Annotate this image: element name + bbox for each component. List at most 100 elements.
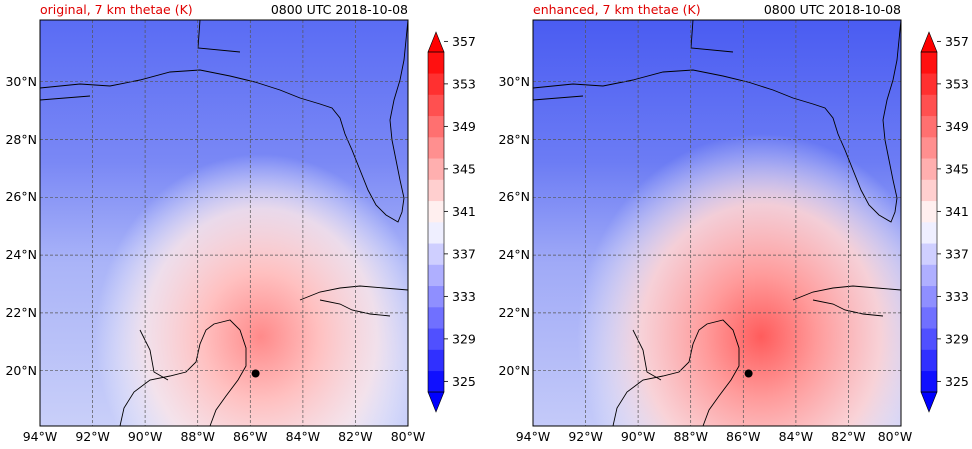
colorbar-bin xyxy=(921,264,937,287)
warm-anomaly xyxy=(533,20,901,426)
lon-tick-label: 92°W xyxy=(75,429,110,444)
colorbar-bin xyxy=(921,285,937,308)
lon-tick-label: 90°W xyxy=(128,429,163,444)
colorbar-extend-high xyxy=(920,31,938,53)
lon-tick-label: 88°W xyxy=(673,429,708,444)
lat-tick-label: 30°N xyxy=(498,74,530,89)
lon-tick-label: 82°W xyxy=(338,429,373,444)
lon-tick-label: 92°W xyxy=(568,429,603,444)
colorbar-bin xyxy=(921,200,937,223)
colorbar-extend-high xyxy=(427,31,445,53)
panel-title: enhanced, 7 km thetae (K) xyxy=(533,2,701,17)
colorbar-bin xyxy=(428,285,444,308)
colorbar-tick-label: 333 xyxy=(945,289,969,304)
colorbar-bin xyxy=(428,222,444,244)
storm-center-marker xyxy=(744,369,753,378)
colorbar-tick-label: 353 xyxy=(945,76,969,91)
lon-tick-label: 86°W xyxy=(726,429,761,444)
colorbar-bin xyxy=(921,222,937,244)
colorbar-enhanced: 325 329 333 337 341 345 349 353 357 xyxy=(920,31,969,413)
lat-tick-label: 20°N xyxy=(5,363,37,378)
colorbar-tick-label: 329 xyxy=(452,331,476,346)
lon-tick-label: 86°W xyxy=(233,429,268,444)
colorbar-tick-label: 329 xyxy=(945,331,969,346)
colorbar-frame xyxy=(920,51,938,393)
panel-title: original, 7 km thetae (K) xyxy=(40,2,193,17)
lat-tick-label: 30°N xyxy=(5,74,37,89)
lat-tick-label: 28°N xyxy=(5,132,37,147)
colorbar-bin xyxy=(921,370,937,393)
lat-tick-label: 24°N xyxy=(5,247,37,262)
map-frame xyxy=(532,19,902,427)
colorbar-bin xyxy=(428,158,444,180)
colorbar-bin xyxy=(921,52,937,74)
colorbar-original: 325 329 333 337 341 345 349 353 357 xyxy=(427,31,476,413)
colorbar-tick-label: 337 xyxy=(452,246,476,261)
colorbar-bin xyxy=(921,94,937,117)
colorbar-bin xyxy=(428,179,444,202)
lat-tick-label: 26°N xyxy=(498,189,530,204)
colorbar-tick-label: 333 xyxy=(452,289,476,304)
lon-tick-labels: 94°W 92°W 90°W 88°W 86°W 84°W 82°W 80°W xyxy=(23,429,426,444)
gridlines xyxy=(40,20,408,426)
warm-anomaly xyxy=(40,20,408,426)
colorbar-bin xyxy=(921,73,937,95)
map-frame xyxy=(39,19,409,427)
coastline xyxy=(40,20,408,426)
lon-tick-label: 90°W xyxy=(621,429,656,444)
colorbar-extend-low xyxy=(920,391,938,413)
colorbar-bin xyxy=(428,307,444,329)
gridlines xyxy=(533,20,901,426)
colorbar-bin xyxy=(428,328,444,350)
lat-tick-label: 26°N xyxy=(5,189,37,204)
colorbar-tick-label: 325 xyxy=(945,374,969,389)
colorbar-bin xyxy=(428,370,444,393)
map-panel-original: original, 7 km thetae (K) 0800 UTC 2018-… xyxy=(5,2,475,444)
map-panel-enhanced: enhanced, 7 km thetae (K) 0800 UTC 2018-… xyxy=(498,2,968,444)
lat-tick-label: 28°N xyxy=(498,132,530,147)
lon-tick-label: 80°W xyxy=(878,429,913,444)
storm-center-marker xyxy=(251,369,260,378)
colorbar-bin xyxy=(428,200,444,223)
lon-tick-label: 80°W xyxy=(391,429,426,444)
colorbar-bin xyxy=(921,243,937,265)
colorbar-tick-label: 341 xyxy=(452,204,476,219)
colorbar-bin xyxy=(921,307,937,329)
colorbar-bin xyxy=(428,264,444,287)
lon-tick-label: 94°W xyxy=(23,429,58,444)
colorbar-bin xyxy=(428,73,444,95)
colorbar-tick-label: 341 xyxy=(945,204,969,219)
colorbar-tick-label: 353 xyxy=(452,76,476,91)
colorbar-bin xyxy=(428,243,444,265)
colorbar-tick-label: 349 xyxy=(452,119,476,134)
lat-tick-label: 20°N xyxy=(498,363,530,378)
colorbar-tick-label: 325 xyxy=(452,374,476,389)
colorbar-bin xyxy=(428,349,444,372)
colorbar-bin xyxy=(428,94,444,117)
lon-tick-label: 88°W xyxy=(180,429,215,444)
time-label: 0800 UTC 2018-10-08 xyxy=(271,2,408,17)
time-label: 0800 UTC 2018-10-08 xyxy=(764,2,901,17)
lat-tick-labels: 20°N 22°N 24°N 26°N 28°N 30°N xyxy=(498,74,530,378)
colorbar-bin xyxy=(428,52,444,74)
lat-tick-label: 24°N xyxy=(498,247,530,262)
colorbar-tick-label: 337 xyxy=(945,246,969,261)
colorbar-frame xyxy=(427,51,445,393)
colorbar-bin xyxy=(921,349,937,372)
colorbar-bin xyxy=(921,179,937,202)
colorbar-bin xyxy=(921,115,937,138)
lon-tick-label: 84°W xyxy=(286,429,321,444)
lon-tick-label: 94°W xyxy=(516,429,551,444)
colorbar-tick-label: 349 xyxy=(945,119,969,134)
colorbar-tick-label: 357 xyxy=(452,34,476,49)
lon-tick-labels: 94°W 92°W 90°W 88°W 86°W 84°W 82°W 80°W xyxy=(516,429,913,444)
lon-tick-label: 84°W xyxy=(779,429,814,444)
lat-tick-labels: 20°N 22°N 24°N 26°N 28°N 30°N xyxy=(5,74,37,378)
colorbar-bin xyxy=(428,115,444,138)
lat-tick-label: 22°N xyxy=(498,305,530,320)
colorbar-tick-label: 345 xyxy=(452,161,476,176)
colorbar-bin xyxy=(921,137,937,159)
lat-tick-label: 22°N xyxy=(5,305,37,320)
colorbar-bin xyxy=(921,328,937,350)
